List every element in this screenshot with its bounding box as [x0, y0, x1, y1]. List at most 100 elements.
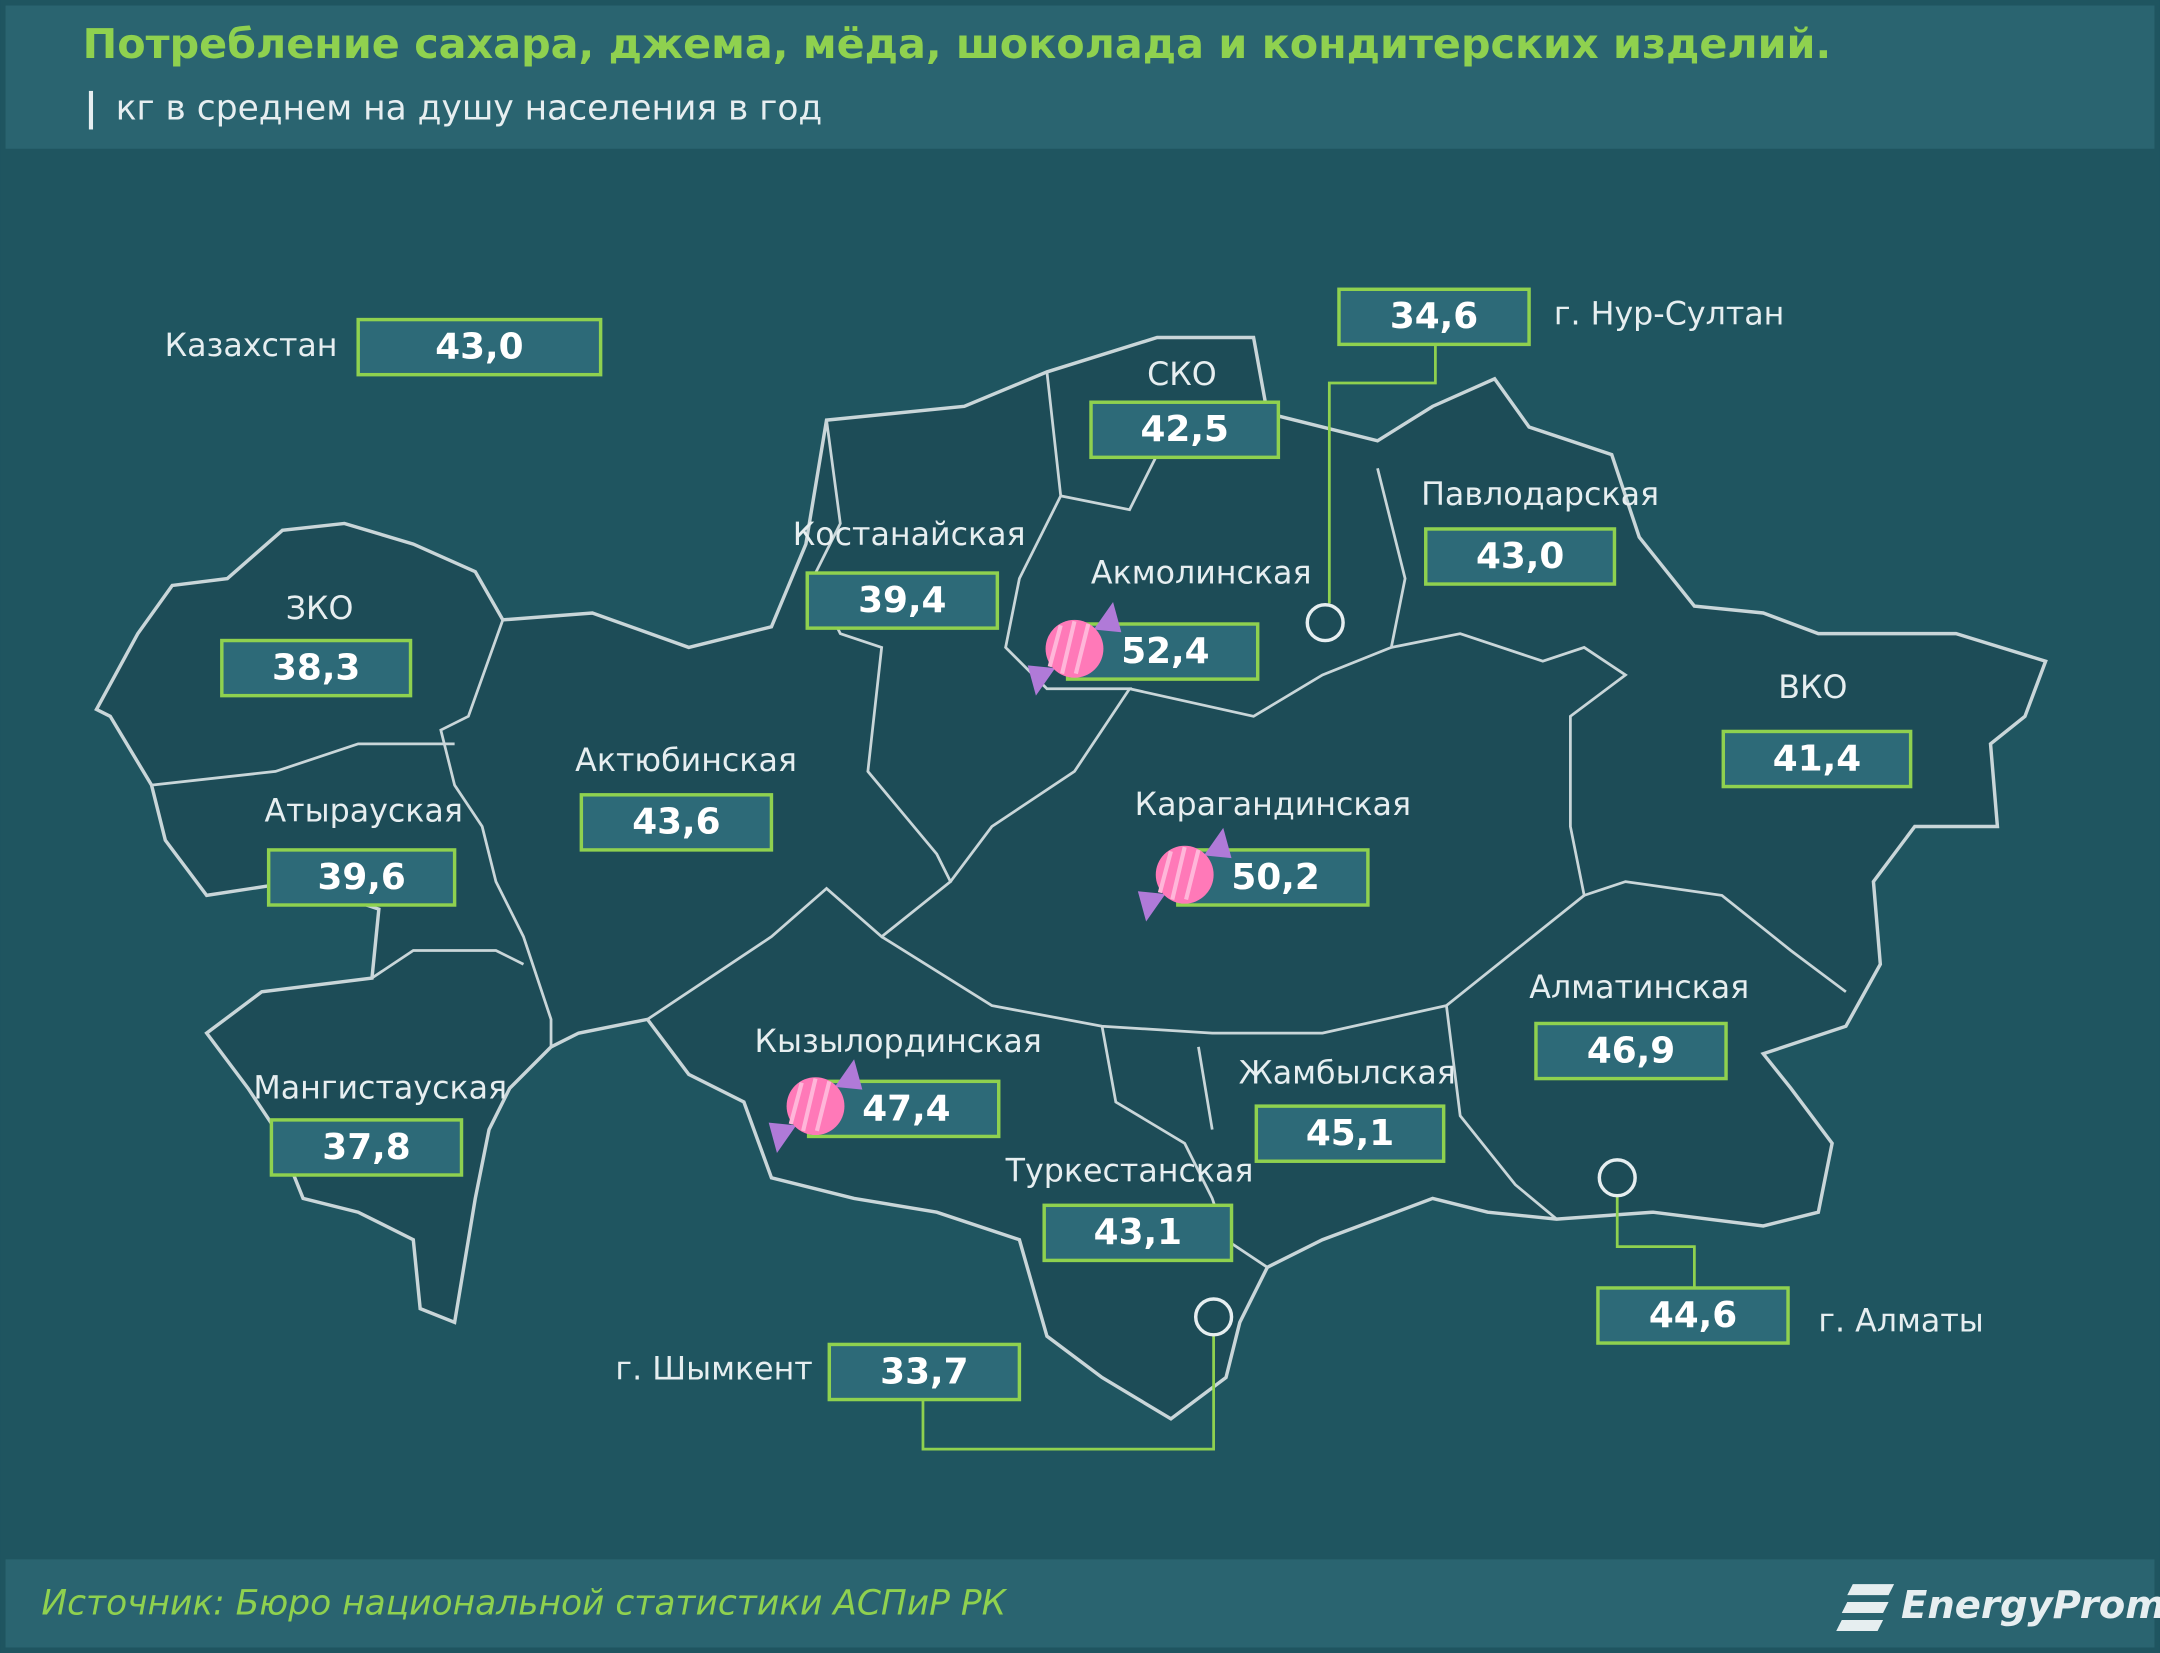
city-marker: [1305, 603, 1345, 643]
region: Казахстан 43,0: [165, 317, 603, 377]
region-label: Костанайская: [793, 517, 1026, 553]
region: Акмолинская 52,4: [1027, 555, 1312, 696]
candy-wrapper: [768, 1059, 863, 1153]
region: г. Нур-Султан 34,6: [1337, 287, 1785, 347]
region-label: г. Шымкент: [615, 1352, 812, 1388]
value-box: [1337, 287, 1531, 347]
region-label: ВКО: [1778, 670, 1847, 706]
region: Атырауская 39,6: [265, 794, 463, 907]
region: Карагандинская 50,2: [1135, 787, 1411, 922]
region-value: 43,0: [1476, 536, 1564, 577]
value-box: [1534, 1021, 1728, 1081]
region-border: [151, 742, 455, 787]
region-border: [1129, 468, 1407, 718]
region: Костанайская 39,4: [793, 517, 1026, 630]
region-value: 50,2: [1231, 857, 1319, 898]
region-label: Алматинская: [1529, 970, 1749, 1006]
region: г. Шымкент 33,7: [615, 1342, 1022, 1402]
region-value: 47,4: [862, 1088, 950, 1129]
footer-band: [5, 1559, 2155, 1648]
value-box: [1721, 729, 1913, 789]
region: Павлодарская 43,0: [1421, 477, 1659, 586]
region-value: 43,1: [1094, 1212, 1182, 1253]
region: Мангистауская 37,8: [253, 1071, 507, 1177]
region-value: 37,8: [322, 1127, 410, 1168]
region-value: 45,1: [1306, 1113, 1394, 1154]
region: г. Алматы 44,6: [1596, 1286, 1984, 1345]
value-box: [1042, 1203, 1234, 1263]
region-value: 46,9: [1587, 1030, 1675, 1071]
subtitle: кг в среднем на душу населения в год: [116, 89, 823, 129]
region-label: г. Нур-Султан: [1554, 296, 1785, 332]
region: Кызылординская 47,4: [755, 1024, 1042, 1153]
region-value: 43,0: [435, 327, 523, 368]
value-box: [356, 317, 603, 377]
connector: [1615, 1197, 1696, 1288]
region: Туркестанская 43,1: [1005, 1153, 1254, 1263]
region-label: Актюбинская: [575, 743, 797, 779]
region-value: 38,3: [272, 647, 360, 688]
region-value: 39,4: [858, 580, 946, 621]
region-label: ЗКО: [286, 591, 354, 627]
connector: [1327, 344, 1437, 604]
value-box: [1424, 527, 1617, 586]
region: Актюбинская 43,6: [575, 743, 797, 852]
region-value: 43,6: [632, 802, 720, 843]
region-border: [1197, 1046, 1214, 1130]
region-border: [880, 894, 1586, 1035]
region-border: [646, 419, 953, 1021]
region-label: Кызылординская: [755, 1024, 1042, 1060]
region-label: Акмолинская: [1091, 555, 1312, 591]
region-border: [1445, 1005, 1558, 1221]
candy-stripes: [1047, 620, 1091, 675]
region-value: 33,7: [880, 1351, 968, 1392]
header-band: [5, 5, 2155, 149]
region-label: Мангистауская: [253, 1071, 507, 1107]
city-connectors: [921, 344, 1696, 1451]
value-box: [1254, 1104, 1446, 1163]
value-box: [1089, 400, 1281, 460]
region-border: [439, 619, 553, 1047]
region-border: [1391, 632, 1847, 993]
region-value: 39,6: [317, 857, 405, 898]
value-box: [220, 638, 413, 698]
region-label: Казахстан: [165, 328, 338, 364]
value-box: [805, 571, 1000, 630]
region: ЗКО 38,3: [220, 591, 413, 698]
region: Жамбылская 45,1: [1239, 1055, 1456, 1163]
region-label: Атырауская: [265, 794, 463, 830]
region-label: г. Алматы: [1818, 1303, 1983, 1339]
region: Алматинская 46,9: [1529, 970, 1749, 1081]
candy-icon: [1137, 827, 1232, 922]
candy-icon: [768, 1059, 863, 1153]
region-label: Карагандинская: [1135, 787, 1411, 823]
connector: [921, 1336, 1215, 1451]
city-marker: [1597, 1158, 1637, 1198]
region-value: 52,4: [1121, 631, 1209, 672]
candy-icon: [1027, 601, 1122, 696]
logo: EnergyProm: [1836, 1583, 2160, 1631]
region-label: Туркестанская: [1005, 1153, 1254, 1189]
source: Источник: Бюро национальной статистики А…: [41, 1583, 1007, 1623]
region-label: СКО: [1147, 357, 1217, 393]
region-value: 42,5: [1141, 409, 1229, 450]
value-box: [266, 848, 457, 907]
region-label: Жамбылская: [1239, 1055, 1456, 1091]
candy-stripes: [788, 1078, 832, 1132]
country-map: [94, 335, 2048, 1421]
region-label: Павлодарская: [1421, 477, 1659, 513]
candy-stripes: [1157, 846, 1201, 901]
region-value: 44,6: [1649, 1295, 1737, 1336]
region: СКО 42,5: [1089, 357, 1281, 460]
candy-wrapper: [1027, 601, 1122, 696]
region: ВКО 41,4: [1721, 670, 1913, 789]
city-marker: [1193, 1297, 1234, 1337]
value-box: [827, 1342, 1022, 1402]
country-outline: [94, 335, 2048, 1421]
region-border: [371, 949, 525, 980]
title: Потребление сахара, джема, мёда, шоколад…: [83, 20, 1832, 68]
value-box: [1596, 1286, 1790, 1345]
logo-text: EnergyProm: [1901, 1583, 2160, 1628]
region-border: [949, 371, 1133, 883]
